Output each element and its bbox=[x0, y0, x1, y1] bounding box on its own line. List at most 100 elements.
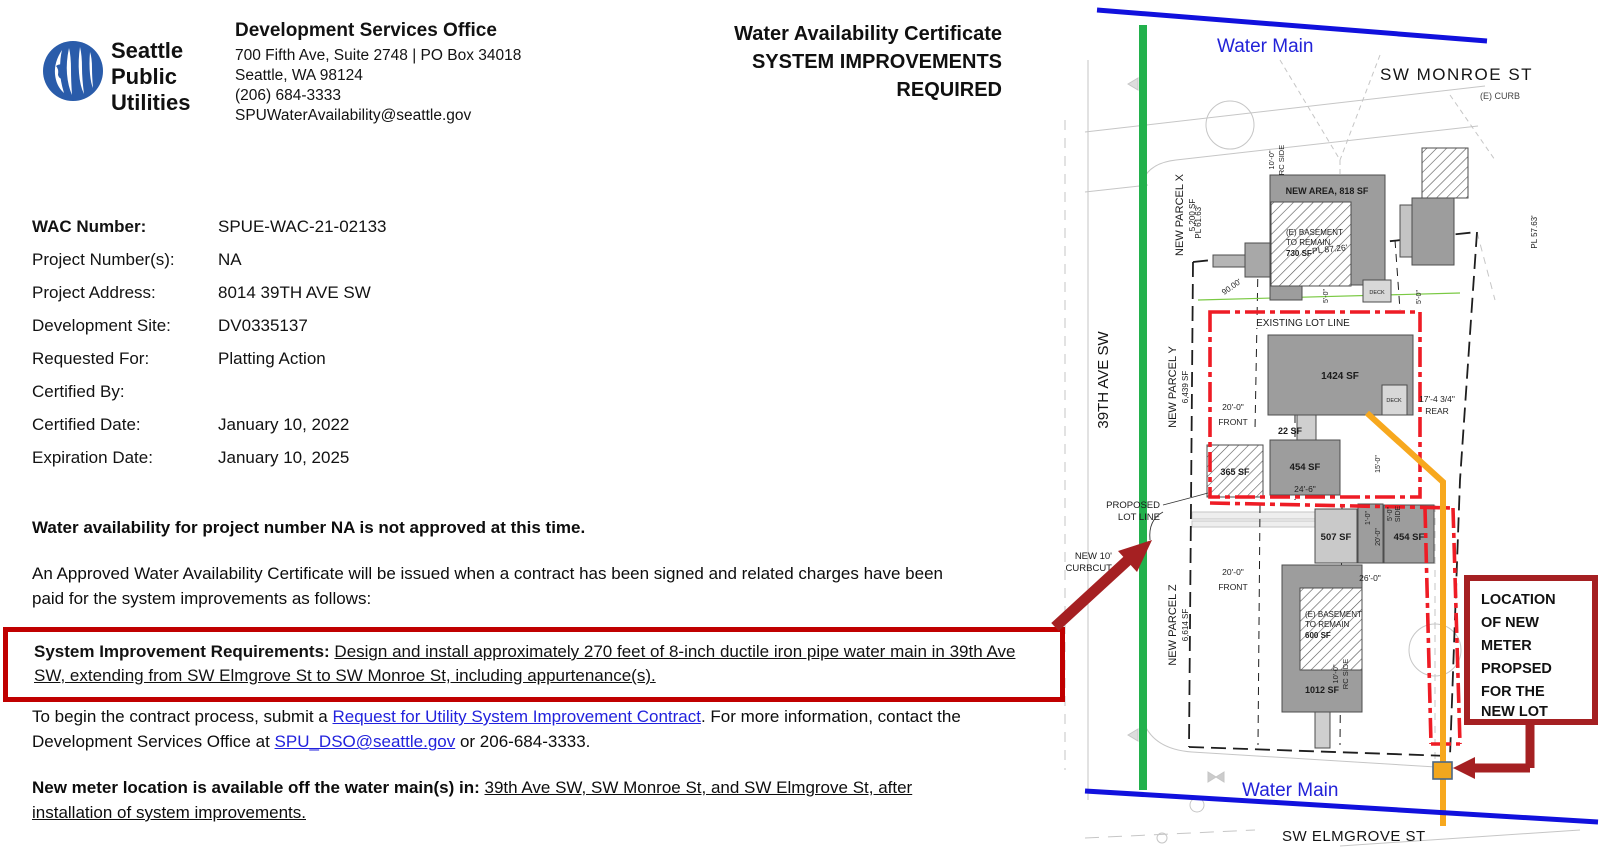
note-new-10: NEW 10' bbox=[1075, 551, 1112, 562]
note-curbcut: CURBCUT bbox=[1066, 563, 1113, 574]
dim-17-4: 17'-4 3/4" bbox=[1419, 394, 1455, 404]
field-row-project-address: Project Address: 8014 39TH AVE SW bbox=[32, 276, 652, 309]
label-rear: REAR bbox=[1425, 406, 1449, 416]
building-507 bbox=[1314, 508, 1358, 564]
spu-dso-email-link[interactable]: SPU_DSO@seattle.gov bbox=[274, 732, 456, 751]
field-label: Development Site: bbox=[32, 315, 171, 335]
water-main-bottom-line bbox=[1084, 788, 1599, 825]
basement-730 bbox=[1270, 201, 1352, 287]
field-value: SPUE-WAC-21-02133 bbox=[218, 216, 387, 236]
field-row-expiration-date: Expiration Date: January 10, 2025 bbox=[32, 441, 652, 474]
meter-location-text: 39th Ave SW, SW Monroe St, and SW Elmgro… bbox=[32, 778, 913, 822]
contract-post-text: or 206-684-3333. bbox=[455, 732, 591, 751]
logo-line-2: Public bbox=[111, 64, 178, 89]
contract-pre-text: To begin the contract process, submit a bbox=[32, 707, 333, 726]
parcel-z-area: 6,614 SF bbox=[1181, 609, 1190, 642]
label-454-z: 454 SF bbox=[1394, 532, 1425, 543]
dim-20-y: 20'-0" bbox=[1222, 402, 1244, 412]
label-basement-b1: (E) BASEMENT bbox=[1305, 610, 1362, 619]
label-1424: 1424 SF bbox=[1321, 371, 1359, 382]
contract-mid-text: . For more information, contact the Deve… bbox=[32, 707, 961, 751]
dim-10-bot: 10'-0" bbox=[1331, 664, 1340, 683]
callout-line-4: PROPSED bbox=[1481, 661, 1552, 677]
requirements-label: System Improvement Requirements: bbox=[34, 642, 335, 661]
contract-process-paragraph: To begin the contract process, submit a … bbox=[32, 704, 997, 754]
meter-callout-box bbox=[1464, 575, 1598, 725]
callout-arrowhead bbox=[1453, 757, 1475, 779]
field-row-certified-date: Certified Date: January 10, 2022 bbox=[32, 408, 652, 441]
logo-line-3: Utilities bbox=[111, 90, 191, 115]
street-label-monroe: SW MONROE ST bbox=[1380, 65, 1533, 84]
label-1012: 1012 SF bbox=[1305, 685, 1340, 695]
label-454-y: 454 SF bbox=[1290, 462, 1321, 473]
certificate-title-line-2: SYSTEM IMPROVEMENTS bbox=[751, 51, 1002, 73]
proposed-service-pipe bbox=[1364, 410, 1446, 826]
dim-15: 15'-0" bbox=[1375, 455, 1382, 473]
logo-line-1: Seattle bbox=[111, 38, 184, 63]
label-front-z: FRONT bbox=[1218, 582, 1247, 592]
note-lot-line: LOT LINE bbox=[1118, 512, 1160, 523]
site-plan-map: EXISTING LOT LINE Water Main Water Main … bbox=[1064, 7, 1599, 847]
field-row-development-site: Development Site: DV0335137 bbox=[32, 309, 652, 342]
meter-callout: LOCATION OF NEW METER PROPSED FOR THE NE… bbox=[1453, 575, 1598, 779]
existing-lot-line-label: EXISTING LOT LINE bbox=[1256, 318, 1350, 329]
field-value: January 10, 2025 bbox=[218, 447, 350, 467]
field-row-requested-for: Requested For: Platting Action bbox=[32, 342, 652, 375]
field-value: January 10, 2022 bbox=[218, 414, 350, 434]
office-title: Development Services Office bbox=[235, 20, 497, 41]
street-label-elmgrove: SW ELMGROVE ST bbox=[1282, 828, 1426, 845]
certificate-fields: WAC Number: SPUE-WAC-21-02133 Project Nu… bbox=[32, 210, 652, 474]
label-365: 365 SF bbox=[1220, 467, 1250, 477]
field-label: WAC Number: bbox=[32, 216, 147, 236]
note-proposed: PROPOSED bbox=[1106, 500, 1160, 511]
water-main-top-line bbox=[1096, 7, 1488, 44]
contract-issue-paragraph: An Approved Water Availability Certifica… bbox=[32, 564, 943, 608]
callout-line-1: LOCATION bbox=[1481, 592, 1556, 608]
callout-line-6: NEW LOT bbox=[1481, 704, 1548, 720]
certificate-title-line-1: Water Availability Certificate bbox=[734, 23, 1002, 45]
requirements-to-map-arrow bbox=[1051, 540, 1152, 632]
dim-pl-left: PL 61.63' bbox=[1194, 205, 1203, 239]
label-basement-730: 730 SF bbox=[1286, 249, 1312, 258]
survey-linework bbox=[1064, 54, 1581, 847]
dim-26: 26'-0" bbox=[1359, 573, 1381, 583]
field-label: Certified By: bbox=[32, 381, 125, 401]
office-address-1: 700 Fifth Ave, Suite 2748 | PO Box 34018 bbox=[235, 47, 522, 64]
callout-line-5: FOR THE bbox=[1481, 684, 1545, 700]
field-value: 8014 39TH AVE SW bbox=[218, 282, 371, 302]
field-row-wac: WAC Number: SPUE-WAC-21-02133 bbox=[32, 210, 652, 243]
dim-pl-right: PL 57.63' bbox=[1530, 215, 1539, 249]
label-front-y: FRONT bbox=[1218, 417, 1247, 427]
label-basement-600: 600 SF bbox=[1305, 631, 1331, 640]
deck-mid bbox=[1381, 384, 1408, 416]
dim-90: 90.00' bbox=[1220, 277, 1243, 297]
arrow-shaft bbox=[1051, 555, 1132, 632]
dim-20-rot: 20'-0" bbox=[1375, 528, 1382, 546]
label-507: 507 SF bbox=[1321, 532, 1352, 543]
office-phone: (206) 684-3333 bbox=[235, 87, 341, 104]
office-email: SPUWaterAvailability@seattle.gov bbox=[235, 107, 472, 124]
water-main-bottom-label: Water Main bbox=[1242, 780, 1338, 801]
logo-wordmark: Seattle Public Utilities bbox=[111, 38, 190, 116]
status-line: Water availability for project number NA… bbox=[32, 518, 586, 537]
building-365 bbox=[1206, 444, 1264, 498]
street-label-39th: 39TH AVE SW bbox=[1095, 331, 1112, 429]
field-value: DV0335137 bbox=[218, 315, 308, 335]
callout-line-2: OF NEW bbox=[1481, 615, 1539, 631]
request-contract-link[interactable]: Request for Utility System Improvement C… bbox=[332, 707, 701, 726]
field-value: Platting Action bbox=[218, 348, 326, 368]
water-main-top-label: Water Main bbox=[1217, 36, 1313, 57]
dim-5-side: 5'-0" bbox=[1387, 507, 1394, 521]
dim-5-a: 5'-0" bbox=[1323, 289, 1330, 303]
field-value: NA bbox=[218, 249, 242, 269]
parcel-z-label: NEW PARCEL Z bbox=[1167, 584, 1179, 666]
building-454-y bbox=[1269, 439, 1341, 496]
certificate-title: Water Availability Certificate SYSTEM IM… bbox=[640, 20, 1002, 104]
dim-5-b: 5'-0" bbox=[1416, 290, 1423, 304]
dim-10-top: 10'-0" bbox=[1267, 150, 1276, 169]
new-meter-square bbox=[1432, 761, 1453, 780]
office-block: Development Services Office 700 Fifth Av… bbox=[235, 20, 655, 126]
lot-line-label-bg bbox=[1240, 316, 1366, 328]
field-row-project-number: Project Number(s): NA bbox=[32, 243, 652, 276]
